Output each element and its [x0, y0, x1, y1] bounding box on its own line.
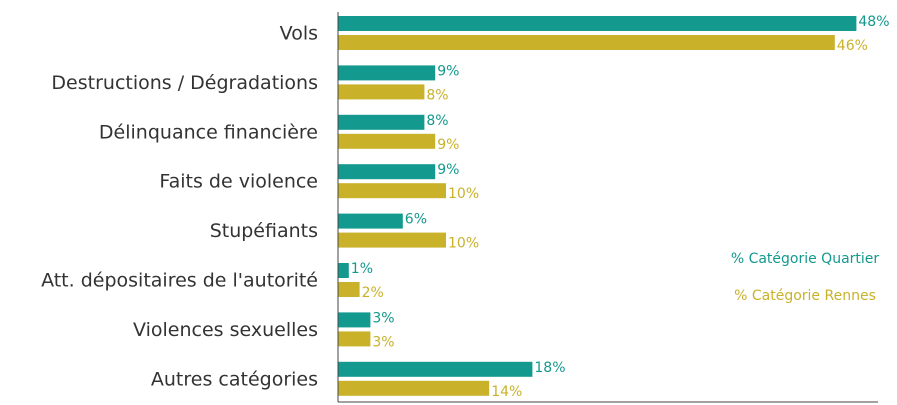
bar [338, 331, 371, 347]
bar [338, 183, 446, 199]
legend-label: % Catégorie Rennes [734, 288, 876, 304]
value-label: 8% [426, 87, 448, 103]
value-label: 1% [351, 261, 373, 277]
value-label: 14% [491, 384, 522, 400]
value-label: 10% [448, 186, 479, 202]
bar [338, 312, 371, 328]
legend-label: % Catégorie Quartier [731, 251, 880, 267]
bar [338, 164, 436, 180]
category-label: Délinquance financière [99, 121, 318, 143]
value-label: 8% [426, 113, 448, 129]
category-label: Stupéfiants [210, 220, 318, 242]
category-label: Att. dépositaires de l'autorité [41, 270, 318, 292]
bar [338, 232, 446, 248]
category-label: Autres catégories [151, 368, 318, 390]
bar [338, 213, 403, 229]
value-label: 6% [405, 212, 427, 228]
bar [338, 35, 835, 50]
bar [338, 114, 425, 130]
bar [338, 282, 360, 297]
bar [338, 133, 436, 149]
bar [338, 263, 349, 278]
category-label: Faits de violence [159, 171, 318, 193]
category-label: Violences sexuelles [133, 319, 318, 341]
bar [338, 380, 490, 396]
value-label: 9% [437, 137, 459, 153]
bar [338, 361, 533, 377]
value-label: 9% [437, 63, 459, 79]
value-label: 10% [448, 236, 479, 252]
value-label: 9% [437, 162, 459, 178]
value-label: 18% [534, 360, 565, 376]
category-label: Vols [280, 23, 318, 45]
bar [338, 65, 436, 81]
value-label: 46% [837, 38, 868, 54]
bar [338, 16, 857, 31]
value-label: 3% [372, 310, 394, 326]
value-label: 2% [362, 285, 384, 301]
bar [338, 84, 425, 100]
category-label: Destructions / Dégradations [51, 72, 318, 94]
value-label: 3% [372, 334, 394, 350]
value-label: 48% [858, 14, 889, 30]
